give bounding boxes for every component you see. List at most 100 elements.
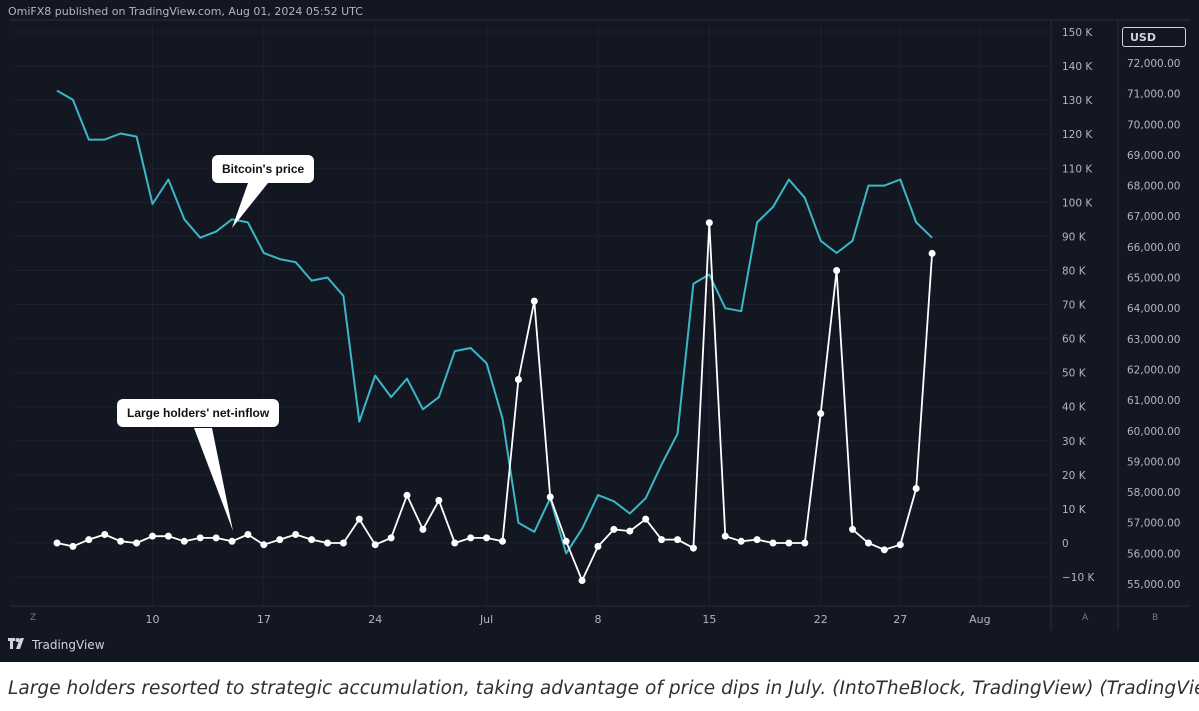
net-inflow-point[interactable] — [833, 266, 841, 274]
x-tick-label: Jul — [479, 613, 493, 626]
right-axis-tick-label: 69,000.00 — [1127, 150, 1180, 162]
chart-svg[interactable]: 10 17 24 Jul 8 15 22 27 Aug 150 K 140 K 130 K 120 K 1… — [0, 0, 1199, 662]
net-inflow-point[interactable] — [180, 537, 188, 545]
net-inflow-point[interactable] — [658, 536, 666, 544]
left-axis-tick-label: 40 K — [1062, 402, 1087, 414]
right-axis-tick-label: 61,000.00 — [1127, 395, 1180, 407]
right-axis-tick-label: 62,000.00 — [1127, 364, 1180, 376]
net-inflow-point[interactable] — [69, 542, 77, 550]
right-scale-toggle[interactable]: B — [1152, 613, 1159, 623]
net-inflow-point[interactable] — [403, 491, 411, 499]
net-inflow-point[interactable] — [419, 525, 427, 533]
net-inflow-point[interactable] — [689, 544, 697, 552]
net-inflow-point[interactable] — [308, 536, 316, 544]
net-inflow-point[interactable] — [594, 542, 602, 550]
tradingview-brand[interactable]: TradingView — [8, 638, 105, 652]
net-inflow-point[interactable] — [578, 576, 586, 584]
left-axis-tick-label: 110 K — [1062, 163, 1093, 175]
net-inflow-point[interactable] — [101, 530, 109, 538]
net-inflow-point[interactable] — [276, 536, 284, 544]
net-inflow-point[interactable] — [610, 525, 618, 533]
net-inflow-point[interactable] — [355, 515, 363, 523]
right-axis-tick-label: 72,000.00 — [1127, 58, 1180, 70]
net-inflow-point[interactable] — [912, 484, 920, 492]
net-inflow-point[interactable] — [387, 534, 395, 542]
right-axis-tick-label: 64,000.00 — [1127, 303, 1180, 315]
net-inflow-point[interactable] — [785, 539, 793, 547]
net-inflow-point[interactable] — [483, 534, 491, 542]
right-axis-tick-label: 65,000.00 — [1127, 273, 1180, 285]
price-callout: Bitcoin's price — [212, 155, 315, 183]
net-inflow-point[interactable] — [817, 410, 825, 418]
right-axis-tick-label: 70,000.00 — [1127, 119, 1180, 131]
currency-unit-label[interactable]: USD — [1122, 27, 1186, 47]
left-axis-tick-label: 150 K — [1062, 27, 1093, 39]
net-inflow-point[interactable] — [451, 539, 459, 547]
left-axis-tick-label: 130 K — [1062, 95, 1093, 107]
left-axis-tick-label: 50 K — [1062, 368, 1087, 380]
x-tick-label: 15 — [702, 613, 716, 626]
x-tick-label: 24 — [368, 613, 382, 626]
x-tick-label: 27 — [893, 613, 907, 626]
net-inflow-point[interactable] — [753, 536, 761, 544]
left-axis-tick-label: 70 K — [1062, 300, 1087, 312]
net-inflow-point[interactable] — [85, 536, 93, 544]
right-axis-tick-label: 67,000.00 — [1127, 211, 1180, 223]
x-tick-label: 8 — [594, 613, 601, 626]
net-inflow-point[interactable] — [148, 532, 156, 540]
left-axis-tick-label: 20 K — [1062, 470, 1087, 482]
net-inflow-point[interactable] — [737, 537, 745, 545]
net-inflow-point[interactable] — [769, 539, 777, 547]
net-inflow-point[interactable] — [864, 539, 872, 547]
net-inflow-point[interactable] — [228, 537, 236, 545]
net-inflow-point[interactable] — [117, 537, 125, 545]
x-tick-label: 10 — [145, 613, 159, 626]
net-inflow-point[interactable] — [53, 539, 61, 547]
net-inflow-point[interactable] — [642, 515, 650, 523]
net-inflow-point[interactable] — [212, 534, 220, 542]
net-inflow-point[interactable] — [339, 539, 347, 547]
right-axis-tick-label: 55,000.00 — [1127, 579, 1180, 591]
net-inflow-point[interactable] — [133, 539, 141, 547]
net-inflow-point[interactable] — [896, 541, 904, 549]
left-scale-toggle[interactable]: Z — [30, 613, 37, 623]
net-inflow-point[interactable] — [260, 541, 268, 549]
right-axis-tick-label: 66,000.00 — [1127, 242, 1180, 254]
net-inflow-point[interactable] — [674, 536, 682, 544]
right-axis-tick-label: 60,000.00 — [1127, 426, 1180, 438]
left-axis-tick-label: 120 K — [1062, 129, 1093, 141]
left-axis-tick-label: 140 K — [1062, 61, 1093, 73]
net-inflow-point[interactable] — [371, 541, 379, 549]
net-inflow-point[interactable] — [467, 534, 475, 542]
net-inflow-point[interactable] — [562, 537, 570, 545]
net-inflow-point[interactable] — [626, 527, 634, 535]
net-inflow-point[interactable] — [880, 546, 888, 554]
tradingview-logo-icon — [8, 638, 26, 652]
left-axis-tick-label: 100 K — [1062, 197, 1093, 209]
net-inflow-point[interactable] — [546, 493, 554, 501]
net-inflow-point[interactable] — [801, 539, 809, 547]
left-axis-tick-label: 60 K — [1062, 334, 1087, 346]
right-axis-tick-label: 63,000.00 — [1127, 334, 1180, 346]
bitcoin-price-line[interactable] — [56, 89, 933, 555]
x-tick-label: 22 — [814, 613, 828, 626]
net-inflow-point[interactable] — [530, 297, 538, 305]
right-axis-tick-label: 59,000.00 — [1127, 456, 1180, 468]
net-inflow-point[interactable] — [435, 496, 443, 504]
left-axis-tick-label: 0 — [1062, 538, 1069, 550]
net-inflow-point[interactable] — [721, 532, 729, 540]
net-inflow-point[interactable] — [244, 530, 252, 538]
net-inflow-point[interactable] — [705, 219, 713, 227]
net-inflow-point[interactable] — [499, 537, 506, 545]
net-inflow-point[interactable] — [164, 532, 172, 540]
net-inflow-point[interactable] — [323, 539, 331, 547]
net-inflow-point[interactable] — [292, 530, 300, 538]
net-inflow-point[interactable] — [928, 249, 936, 257]
auto-scale-toggle[interactable]: A — [1082, 613, 1089, 623]
net-inflow-point[interactable] — [514, 375, 522, 383]
net-inflow-callout: Large holders' net-inflow — [117, 399, 280, 427]
x-tick-label: Aug — [969, 613, 990, 626]
net-inflow-point[interactable] — [849, 525, 857, 533]
net-inflow-callout-pointer — [194, 428, 233, 531]
net-inflow-point[interactable] — [196, 534, 204, 542]
